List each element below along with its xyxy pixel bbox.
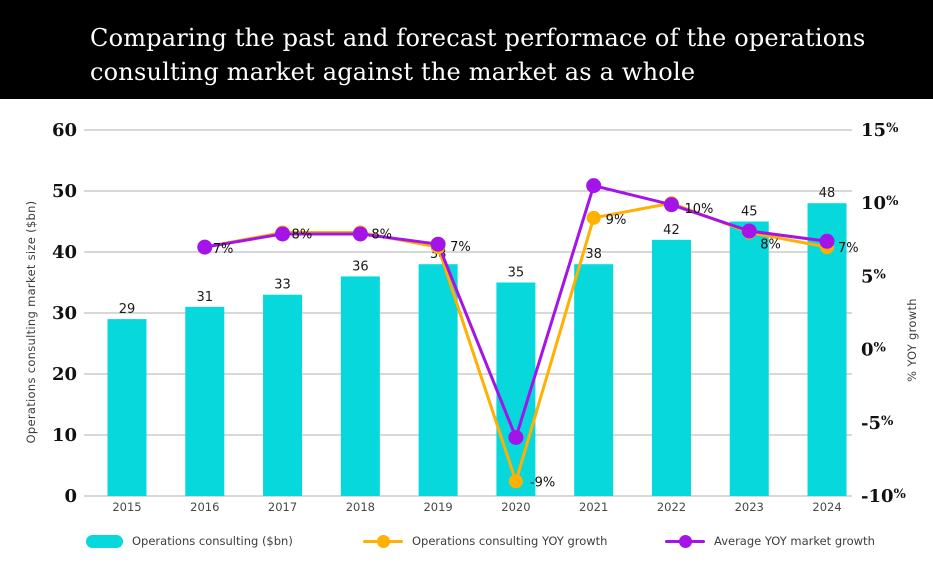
data-point bbox=[352, 226, 368, 242]
x-axis-label: 2024 bbox=[812, 500, 841, 514]
bar bbox=[185, 306, 225, 496]
point-label: 7% bbox=[213, 242, 234, 257]
page-title: Comparing the past and forecast performa… bbox=[90, 21, 866, 89]
title-line-2: consulting market against the market as … bbox=[90, 58, 696, 86]
left-axis-tick: 30 bbox=[52, 303, 77, 324]
bar bbox=[340, 276, 380, 496]
right-axis-tick: 5% bbox=[861, 266, 887, 287]
right-axis-tick: 10% bbox=[861, 193, 899, 214]
data-point bbox=[508, 474, 523, 489]
bar bbox=[729, 221, 769, 496]
bar-value-label: 31 bbox=[197, 290, 214, 305]
data-point bbox=[741, 223, 757, 239]
x-axis-label: 2016 bbox=[190, 500, 219, 514]
data-point bbox=[197, 239, 213, 255]
data-point bbox=[663, 197, 679, 213]
data-point bbox=[275, 226, 291, 242]
bar bbox=[107, 319, 147, 496]
data-point bbox=[819, 233, 835, 249]
point-label: 7% bbox=[838, 241, 859, 256]
data-point bbox=[586, 210, 601, 225]
legend-item-consulting-yoy: Operations consulting YOY growth bbox=[363, 531, 607, 551]
right-axis-tick: -10% bbox=[861, 486, 907, 507]
x-axis-label: 2018 bbox=[346, 500, 375, 514]
x-axis-label: 2023 bbox=[735, 500, 764, 514]
point-label: 7% bbox=[450, 240, 471, 255]
x-axis-label: 2017 bbox=[268, 500, 297, 514]
legend: Operations consulting ($bn) Operations c… bbox=[0, 531, 933, 553]
bar-value-label: 35 bbox=[508, 266, 525, 281]
bar-value-label: 45 bbox=[741, 205, 758, 220]
data-point bbox=[586, 178, 602, 194]
left-axis-tick: 40 bbox=[52, 242, 77, 263]
bar bbox=[263, 294, 303, 496]
bar-value-label: 36 bbox=[352, 259, 369, 274]
x-axis-label: 2020 bbox=[501, 500, 530, 514]
legend-item-bar-series: Operations consulting ($bn) bbox=[86, 531, 293, 551]
bar-value-label: 29 bbox=[119, 302, 136, 317]
legend-item-average-yoy: Average YOY market growth bbox=[665, 531, 875, 551]
legend-label-bar-series: Operations consulting ($bn) bbox=[132, 534, 293, 548]
left-axis-tick: 50 bbox=[52, 181, 77, 202]
point-label: -9% bbox=[530, 475, 555, 490]
point-label: 8% bbox=[760, 237, 781, 252]
legend-marker-purple-line-dot bbox=[665, 534, 705, 548]
bar bbox=[418, 264, 458, 496]
left-axis-title: Operations consulting market size ($bn) bbox=[24, 200, 38, 444]
legend-label-average-yoy: Average YOY market growth bbox=[714, 534, 875, 548]
left-axis-tick: 0 bbox=[64, 486, 77, 507]
point-label: 8% bbox=[292, 227, 313, 242]
legend-swatch-bar bbox=[86, 534, 123, 548]
bar-value-label: 33 bbox=[274, 278, 291, 293]
bar-value-label: 38 bbox=[585, 247, 602, 262]
right-axis-tick: 0% bbox=[861, 340, 887, 361]
bar-value-label: 42 bbox=[663, 223, 680, 238]
x-axis-label: 2022 bbox=[657, 500, 686, 514]
left-axis-tick: 20 bbox=[52, 364, 77, 385]
right-axis-tick: 15% bbox=[861, 120, 899, 141]
data-point bbox=[508, 429, 524, 445]
x-axis-label: 2021 bbox=[579, 500, 608, 514]
x-axis-label: 2019 bbox=[423, 500, 452, 514]
legend-dot-orange bbox=[376, 534, 390, 548]
point-label: 9% bbox=[606, 213, 627, 228]
legend-label-consulting-yoy: Operations consulting YOY growth bbox=[412, 534, 608, 548]
bar bbox=[496, 282, 536, 496]
x-axis-label: 2015 bbox=[112, 500, 141, 514]
left-axis-tick: 10 bbox=[52, 425, 77, 446]
legend-marker-orange-line-dot bbox=[363, 534, 403, 548]
right-axis-title: % YOY growth bbox=[905, 298, 919, 382]
header: Comparing the past and forecast performa… bbox=[0, 0, 933, 99]
bar bbox=[651, 239, 691, 497]
legend-dot-purple bbox=[678, 534, 692, 548]
point-label: 10% bbox=[684, 202, 713, 217]
title-line-1: Comparing the past and forecast performa… bbox=[90, 24, 866, 52]
point-label: 8% bbox=[371, 227, 392, 242]
left-axis-tick: 60 bbox=[52, 120, 77, 141]
data-point bbox=[430, 236, 446, 252]
bar bbox=[574, 264, 614, 496]
right-axis-tick: -5% bbox=[861, 413, 894, 434]
bar-value-label: 48 bbox=[819, 186, 836, 201]
